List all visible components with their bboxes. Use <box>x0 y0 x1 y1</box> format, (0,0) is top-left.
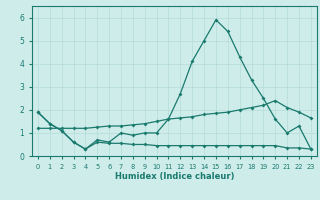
X-axis label: Humidex (Indice chaleur): Humidex (Indice chaleur) <box>115 172 234 181</box>
